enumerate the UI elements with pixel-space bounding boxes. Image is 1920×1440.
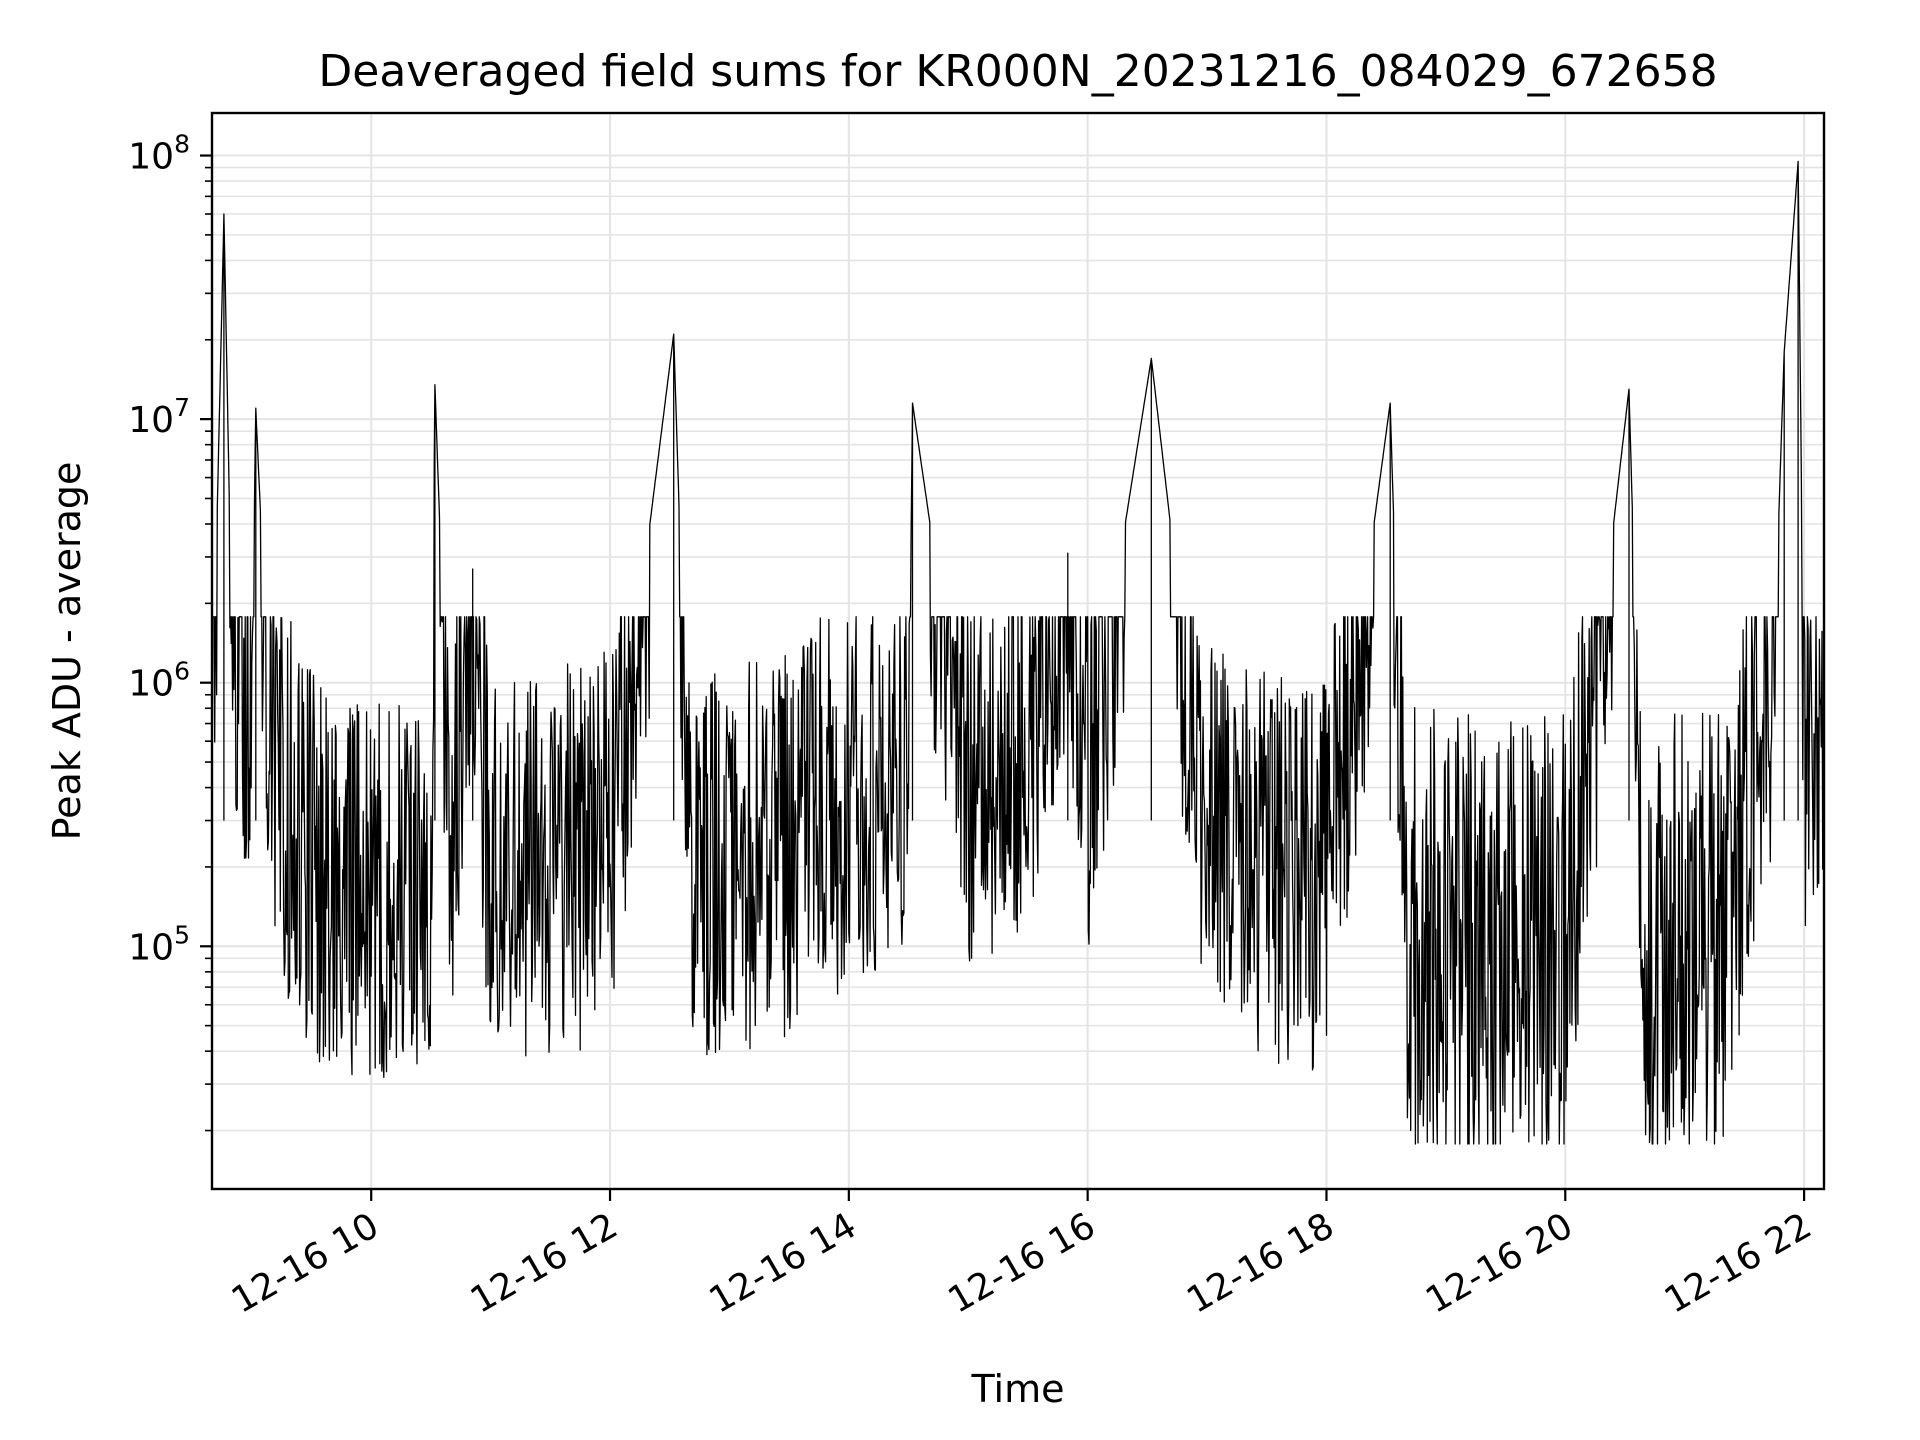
x-axis-label: Time <box>971 1367 1065 1411</box>
plot-frame <box>210 111 1826 1191</box>
data-layer <box>212 160 1824 1145</box>
chart-title: Deaveraged field sums for KR000N_2023121… <box>318 46 1717 97</box>
y-tick-label: 108 <box>128 130 190 178</box>
y-tick-label: 106 <box>128 657 190 705</box>
y-tick-label: 107 <box>128 393 190 441</box>
y-tick-label: 105 <box>128 920 190 968</box>
y-axis-label: Peak ADU - average <box>45 462 89 841</box>
series-line <box>212 160 1824 1145</box>
